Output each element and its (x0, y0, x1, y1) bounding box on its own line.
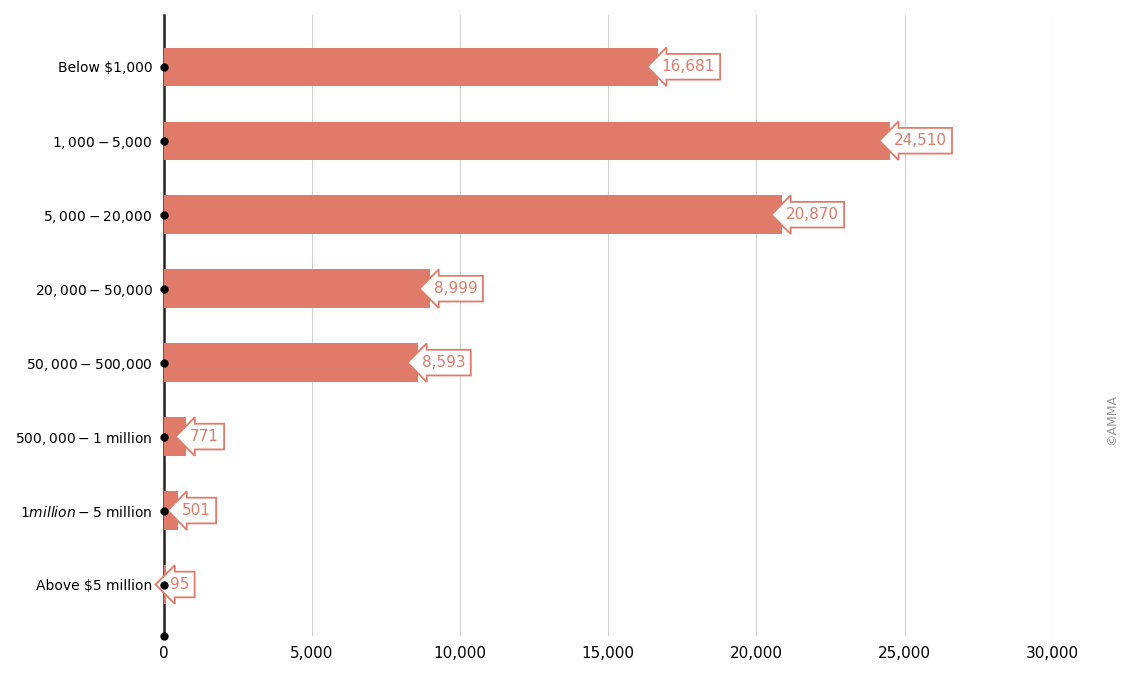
Text: 95: 95 (170, 577, 189, 592)
Bar (163, 417, 186, 456)
Bar (163, 122, 890, 160)
Bar (163, 195, 782, 234)
Bar (163, 270, 430, 308)
Text: 771: 771 (190, 429, 219, 444)
Text: ©AMMA: ©AMMA (1105, 393, 1118, 445)
Bar (163, 47, 658, 86)
Text: 24,510: 24,510 (894, 133, 946, 148)
Bar (163, 343, 418, 382)
Bar (163, 565, 166, 604)
Text: 20,870: 20,870 (785, 208, 839, 222)
Text: 501: 501 (182, 503, 211, 518)
Bar (163, 491, 178, 530)
Text: 8,593: 8,593 (422, 355, 465, 370)
Text: 8,999: 8,999 (434, 281, 478, 296)
Text: 16,681: 16,681 (661, 59, 715, 74)
